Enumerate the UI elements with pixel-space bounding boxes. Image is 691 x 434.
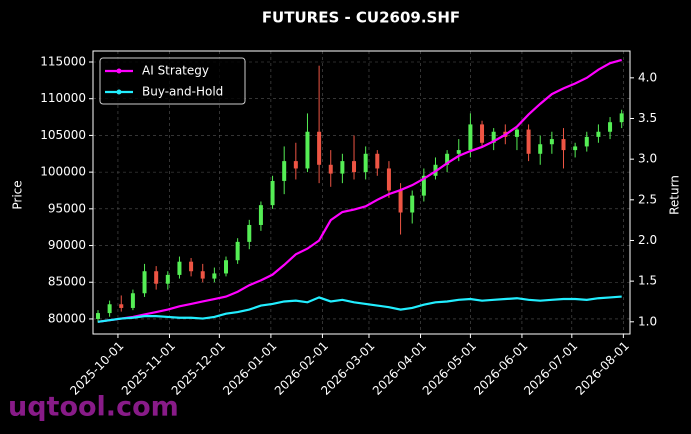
candle-body [375, 153, 380, 169]
candle-body [549, 139, 554, 145]
candle-body [258, 205, 263, 225]
candle-body [445, 153, 450, 165]
y2-tick-label: 2.5 [638, 192, 657, 206]
candle-body [189, 261, 194, 272]
y-tick-label: 110000 [40, 91, 86, 105]
legend-marker [116, 89, 122, 95]
candle-body [177, 261, 182, 275]
chart-title: FUTURES - CU2609.SHF [262, 9, 460, 27]
candle-body [317, 131, 322, 165]
candle-body [235, 241, 240, 261]
y-tick-label: 90000 [48, 238, 86, 252]
candle-body [282, 161, 287, 181]
candle-body [386, 168, 391, 191]
candle-body [468, 124, 473, 151]
y2-tick-label: 4.0 [638, 70, 657, 84]
plot-frame [92, 50, 631, 335]
candle-body [328, 164, 333, 174]
candle-body [293, 161, 298, 169]
series-line [97, 295, 622, 323]
candle-body [119, 304, 124, 308]
legend-label: Buy-and-Hold [142, 85, 223, 99]
candle-body [526, 129, 531, 154]
y-tick-label: 85000 [48, 275, 86, 289]
candle-body [561, 139, 566, 151]
candle-body [305, 131, 310, 169]
watermark: uqtool.com [8, 392, 179, 423]
candle-body [619, 113, 624, 123]
candle-body [398, 190, 403, 213]
y2-tick-label: 3.0 [638, 152, 657, 166]
candle-body [596, 131, 601, 137]
series-line [97, 58, 622, 323]
candle-body [212, 273, 217, 279]
y2-tick-label: 1.0 [638, 314, 657, 328]
legend-label: AI Strategy [142, 64, 209, 78]
candle-body [421, 175, 426, 196]
candle-body [538, 144, 543, 154]
candle-body [270, 180, 275, 206]
legend-box [99, 57, 246, 105]
y-tick-label: 105000 [40, 128, 86, 142]
candle-body [573, 146, 578, 151]
candle-body [107, 304, 112, 314]
candle-body [410, 195, 415, 213]
y-axis-label: Price [11, 180, 25, 209]
candle-body [200, 271, 205, 279]
candle-body [514, 129, 519, 137]
candle-body [247, 224, 252, 242]
y-tick-label: 115000 [40, 55, 86, 69]
candle-body [130, 293, 135, 308]
legend-marker [116, 68, 122, 74]
candle-body [154, 271, 159, 284]
y2-tick-label: 2.0 [638, 233, 657, 247]
candle-body [142, 271, 147, 294]
candle-body [340, 161, 345, 174]
candle-body [584, 136, 589, 147]
candle-body [608, 122, 613, 132]
candle-body [363, 153, 368, 173]
candle-body [491, 131, 496, 143]
candle-body [456, 150, 461, 154]
y2-tick-label: 1.5 [638, 274, 657, 288]
y-tick-label: 100000 [40, 165, 86, 179]
y-tick-label: 80000 [48, 311, 86, 325]
candle-body [165, 274, 170, 284]
y-tick-label: 95000 [48, 201, 86, 215]
y2-tick-label: 3.5 [638, 111, 657, 125]
y2-axis-label: Return [668, 175, 682, 215]
candle-body [95, 313, 100, 319]
candle-body [352, 161, 357, 173]
candle-body [480, 124, 485, 143]
candle-body [224, 260, 229, 274]
